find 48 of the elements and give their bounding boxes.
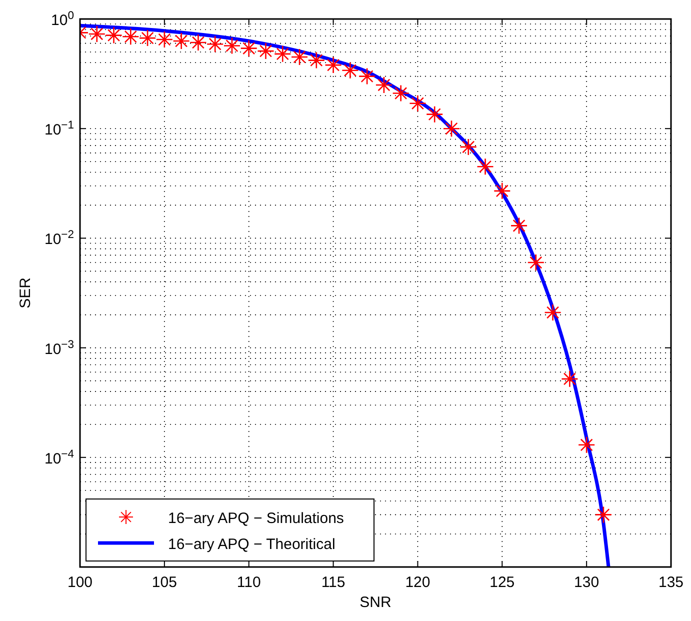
point xyxy=(426,106,444,123)
point xyxy=(460,138,478,156)
x-tick-label: 135 xyxy=(658,574,684,591)
y-tick-label: 10$^{−2}$ xyxy=(44,229,74,248)
point xyxy=(392,84,410,102)
point xyxy=(156,30,174,48)
point xyxy=(324,56,342,74)
point xyxy=(308,52,326,69)
y-tick-label: 10$^{−3}$ xyxy=(44,338,74,358)
y-axis-title: SER xyxy=(17,277,34,308)
legend-label: 16−ary APQ − Theoritical xyxy=(168,536,336,553)
x-tick-label: 105 xyxy=(152,574,177,591)
point xyxy=(544,304,562,322)
point xyxy=(240,40,258,57)
x-tick-label: 110 xyxy=(236,574,261,591)
point xyxy=(342,62,359,79)
point xyxy=(476,158,494,176)
y-tick-label: 10$^{−4}$ xyxy=(44,448,74,468)
point xyxy=(375,76,393,94)
x-axis-title: SNR xyxy=(360,594,392,611)
point xyxy=(122,28,140,46)
point xyxy=(105,26,122,44)
point xyxy=(510,217,528,234)
point xyxy=(172,32,190,50)
point xyxy=(594,506,612,524)
point xyxy=(190,34,207,52)
y-tick-label: 10$^{0}$ xyxy=(51,10,74,29)
point xyxy=(561,370,578,388)
x-tick-label: 130 xyxy=(574,574,600,591)
point xyxy=(358,68,376,85)
point xyxy=(138,29,156,47)
point xyxy=(290,48,308,66)
x-tick-label: 100 xyxy=(67,574,93,591)
point xyxy=(88,25,106,43)
point xyxy=(493,182,511,200)
point xyxy=(442,120,460,138)
legend-label: 16−ary APQ − Simulations xyxy=(168,510,344,527)
point xyxy=(409,94,426,112)
x-tick-label: 115 xyxy=(321,574,346,591)
point xyxy=(274,45,292,63)
x-tick-label: 125 xyxy=(490,574,515,591)
point xyxy=(206,35,224,53)
point xyxy=(257,42,274,60)
point xyxy=(578,436,596,454)
point xyxy=(527,254,545,272)
point xyxy=(223,37,241,54)
x-tick-label: 120 xyxy=(405,574,430,591)
y-tick-label: 10$^{−1}$ xyxy=(44,120,74,139)
